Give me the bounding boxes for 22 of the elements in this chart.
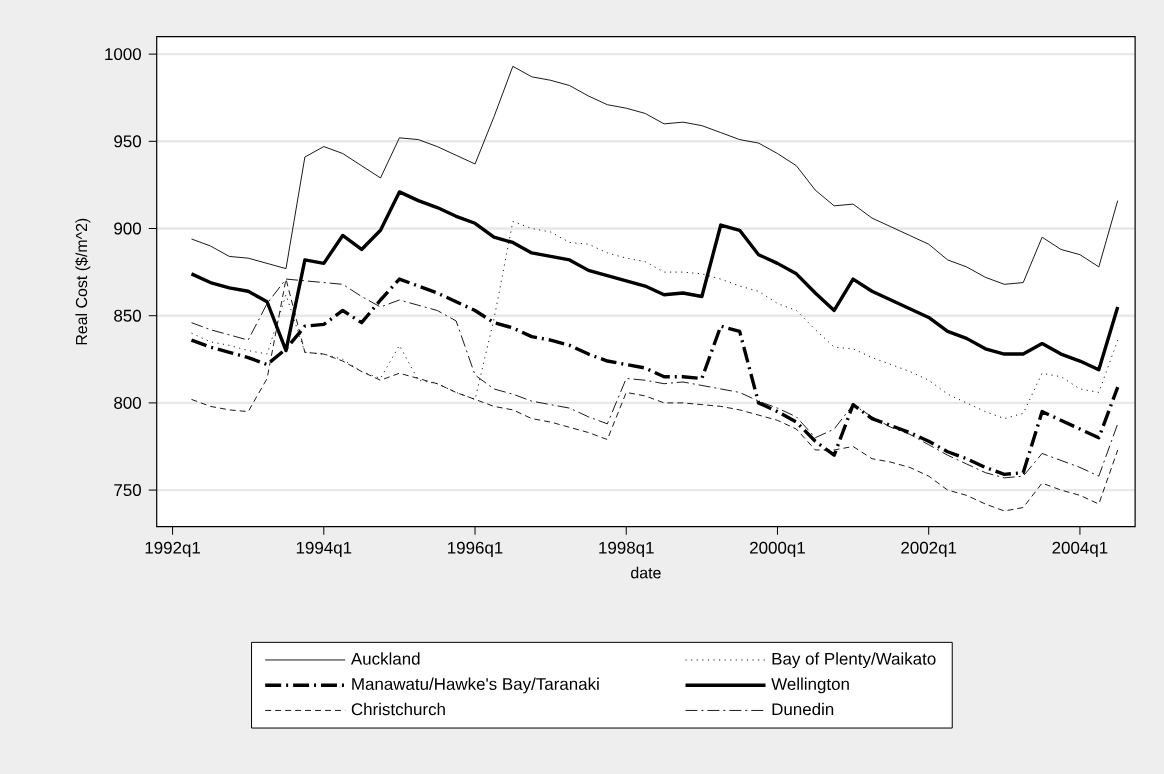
line-series [191, 65, 1119, 285]
legend-label: Dunedin [772, 702, 834, 716]
y-axis-title: Real Cost ($/m^2) [75, 218, 91, 345]
x-tick-label: 1994q1 [296, 541, 352, 558]
y-tick-label: 750 [114, 484, 141, 497]
x-axis-title: date [631, 566, 661, 579]
x-tick-label: 2004q1 [1052, 541, 1108, 558]
x-tick-label: 2000q1 [750, 541, 805, 558]
legend-label: Manawatu/Hawke's Bay/Taranaki [352, 677, 599, 694]
y-tick-label: 800 [114, 396, 141, 409]
legend-label: Christchurch [351, 702, 445, 716]
y-tick-label: 850 [114, 309, 141, 322]
y-tick-label: 1000 [105, 48, 141, 61]
y-tick-label: 950 [114, 135, 141, 148]
legend-label: Bay of Plenty/Waikato [772, 652, 936, 669]
x-tick-label: 1996q1 [448, 541, 503, 558]
x-tick-label: 1998q1 [599, 541, 654, 558]
legend-label: Wellington [771, 677, 849, 694]
y-tick-label: 900 [114, 222, 141, 235]
x-tick-label: 1992q1 [145, 541, 200, 558]
legend-label: Auckland [350, 652, 420, 665]
x-tick-label: 2002q1 [901, 541, 957, 558]
